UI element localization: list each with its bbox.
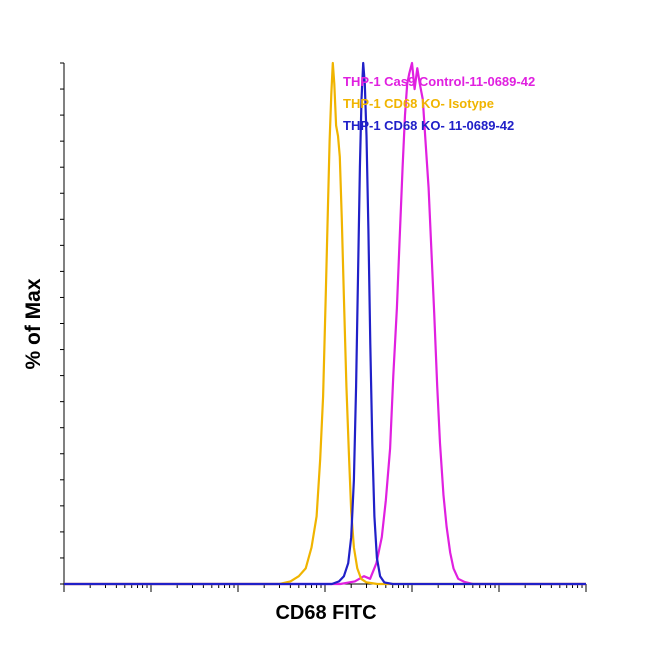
- legend-entry-1: THP-1 Cas9 Control-11-0689-42: [343, 74, 535, 89]
- legend-entry-2: THP-1 CD68 KO- Isotype: [343, 96, 494, 111]
- legend-entry-3: THP-1 CD68 KO- 11-0689-42: [343, 118, 514, 133]
- series-line-3: [64, 61, 586, 586]
- series-line-2: [64, 61, 586, 586]
- x-axis-ticks: [63, 584, 587, 592]
- x-axis-title: CD68 FITC: [275, 602, 376, 624]
- series-layer: [64, 61, 586, 586]
- y-axis-ticks: [60, 62, 64, 585]
- series-line-1: [64, 61, 586, 586]
- y-axis-title: % of Max: [22, 278, 45, 369]
- legend: THP-1 Cas9 Control-11-0689-42 THP-1 CD68 …: [343, 74, 535, 133]
